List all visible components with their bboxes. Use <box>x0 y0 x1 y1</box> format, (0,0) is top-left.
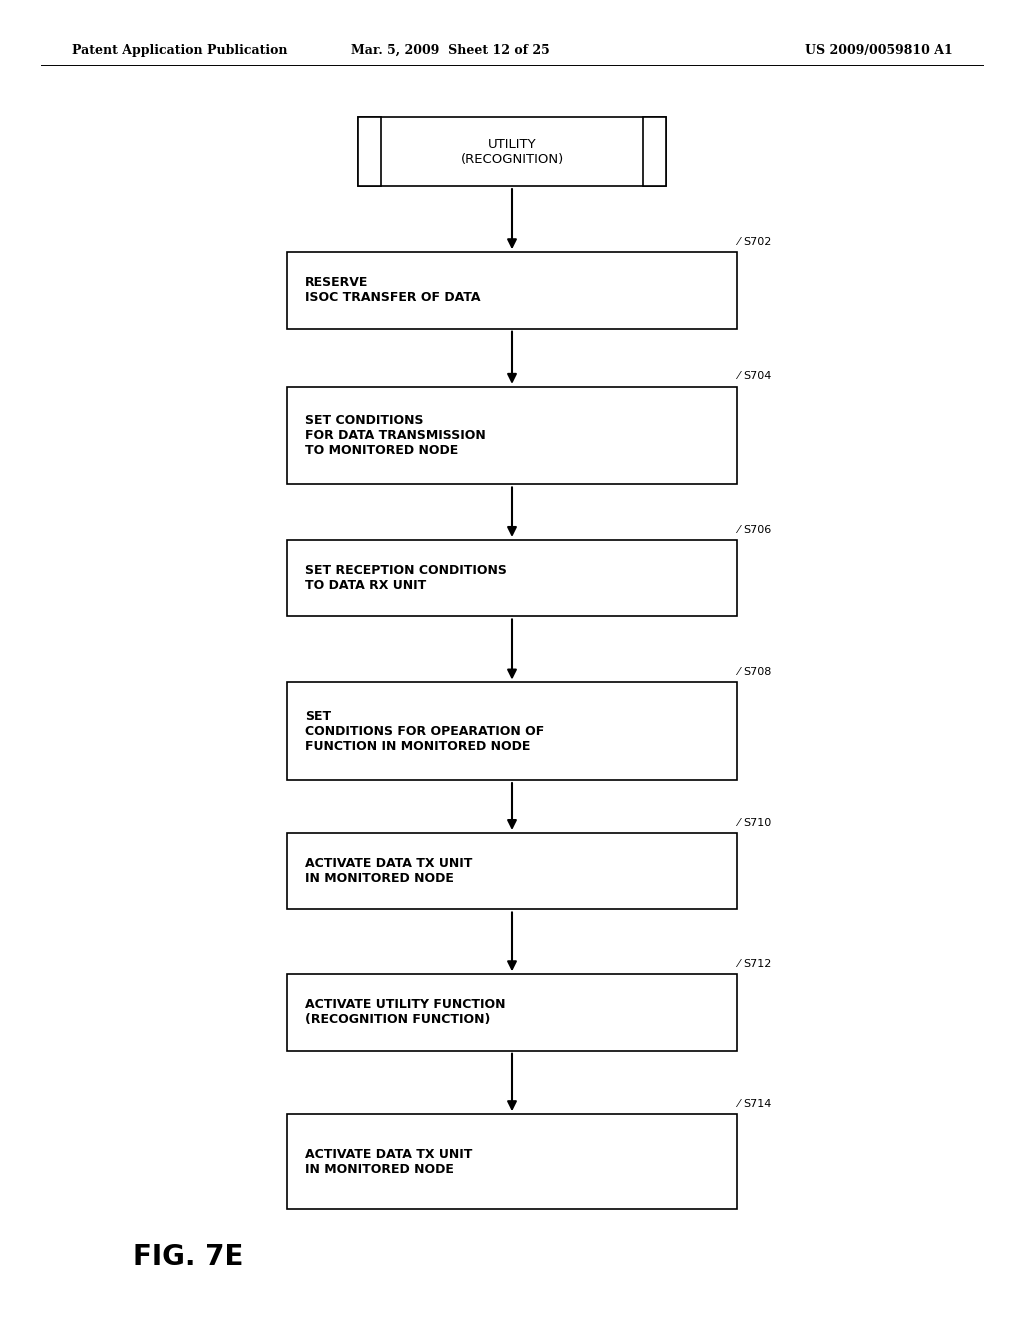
Bar <box>358 117 666 186</box>
Text: SET CONDITIONS
FOR DATA TRANSMISSION
TO MONITORED NODE: SET CONDITIONS FOR DATA TRANSMISSION TO … <box>305 414 486 457</box>
Text: UTILITY
(RECOGNITION): UTILITY (RECOGNITION) <box>461 137 563 166</box>
Text: FIG. 7E: FIG. 7E <box>133 1242 244 1271</box>
Text: ⁄: ⁄ <box>737 817 739 828</box>
Text: S714: S714 <box>743 1098 772 1109</box>
Text: US 2009/0059810 A1: US 2009/0059810 A1 <box>805 44 952 57</box>
Text: S706: S706 <box>743 524 772 535</box>
Bar <box>287 540 737 616</box>
Text: S708: S708 <box>743 667 772 677</box>
Text: ⁄: ⁄ <box>737 236 739 247</box>
Text: ACTIVATE UTILITY FUNCTION
(RECOGNITION FUNCTION): ACTIVATE UTILITY FUNCTION (RECOGNITION F… <box>305 998 506 1027</box>
Text: RESERVE
ISOC TRANSFER OF DATA: RESERVE ISOC TRANSFER OF DATA <box>305 276 480 305</box>
Text: ⁄: ⁄ <box>737 524 739 535</box>
Text: SET RECEPTION CONDITIONS
TO DATA RX UNIT: SET RECEPTION CONDITIONS TO DATA RX UNIT <box>305 564 507 593</box>
Bar <box>287 387 737 484</box>
Text: S704: S704 <box>743 371 772 381</box>
Text: S702: S702 <box>743 236 772 247</box>
Text: ⁄: ⁄ <box>737 371 739 381</box>
Bar <box>287 1114 737 1209</box>
Text: ⁄: ⁄ <box>737 1098 739 1109</box>
Bar <box>287 252 737 329</box>
Text: ⁄: ⁄ <box>737 667 739 677</box>
Bar <box>358 117 381 186</box>
Text: ACTIVATE DATA TX UNIT
IN MONITORED NODE: ACTIVATE DATA TX UNIT IN MONITORED NODE <box>305 857 472 886</box>
Text: ⁄: ⁄ <box>737 958 739 969</box>
Text: S710: S710 <box>743 817 772 828</box>
Text: ACTIVATE DATA TX UNIT
IN MONITORED NODE: ACTIVATE DATA TX UNIT IN MONITORED NODE <box>305 1147 472 1176</box>
Bar <box>643 117 666 186</box>
Text: SET
CONDITIONS FOR OPEARATION OF
FUNCTION IN MONITORED NODE: SET CONDITIONS FOR OPEARATION OF FUNCTIO… <box>305 710 545 752</box>
Text: Patent Application Publication: Patent Application Publication <box>72 44 287 57</box>
Text: Mar. 5, 2009  Sheet 12 of 25: Mar. 5, 2009 Sheet 12 of 25 <box>351 44 550 57</box>
Bar <box>287 682 737 780</box>
Bar <box>287 974 737 1051</box>
Bar <box>287 833 737 909</box>
Text: S712: S712 <box>743 958 772 969</box>
